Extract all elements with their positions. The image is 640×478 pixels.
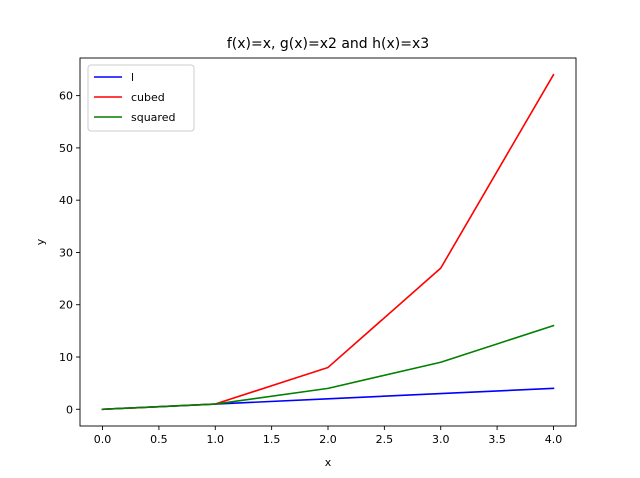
series-line-squared [101, 324, 555, 411]
y-tick-label: 10 [59, 351, 73, 364]
x-tick-label: 0.5 [150, 433, 168, 446]
x-tick-label: 1.0 [207, 433, 225, 446]
y-tick-label: 60 [59, 90, 73, 103]
x-tick-label: 4.0 [545, 433, 563, 446]
legend-box [87, 64, 195, 132]
x-tick-label: 2.5 [376, 433, 394, 446]
y-axis-label: y [34, 238, 47, 245]
x-tick-label: 1.5 [263, 433, 281, 446]
plot-area: 0.0 0.5 1.0 1.5 2.0 2.5 3.0 3.5 4.0 0 10 20 30 40 50 60 [59, 57, 577, 446]
legend-label-squared: squared [131, 111, 175, 124]
y-tick-label: 0 [66, 403, 73, 416]
legend: l cubed squared [87, 64, 195, 132]
y-tick-label: 30 [59, 246, 73, 259]
y-tick-label: 50 [59, 142, 73, 155]
x-tick-label: 3.0 [432, 433, 450, 446]
legend-label-l: l [131, 71, 134, 84]
y-tick-label: 40 [59, 194, 73, 207]
x-tick-label: 3.5 [488, 433, 506, 446]
chart-title: f(x)=x, g(x)=x2 and h(x)=x3 [227, 36, 429, 52]
x-axis-label: x [325, 456, 332, 469]
x-tick-label: 2.0 [319, 433, 337, 446]
y-tick-label: 20 [59, 299, 73, 312]
x-tick-label: 0.0 [94, 433, 112, 446]
legend-label-cubed: cubed [131, 91, 165, 104]
